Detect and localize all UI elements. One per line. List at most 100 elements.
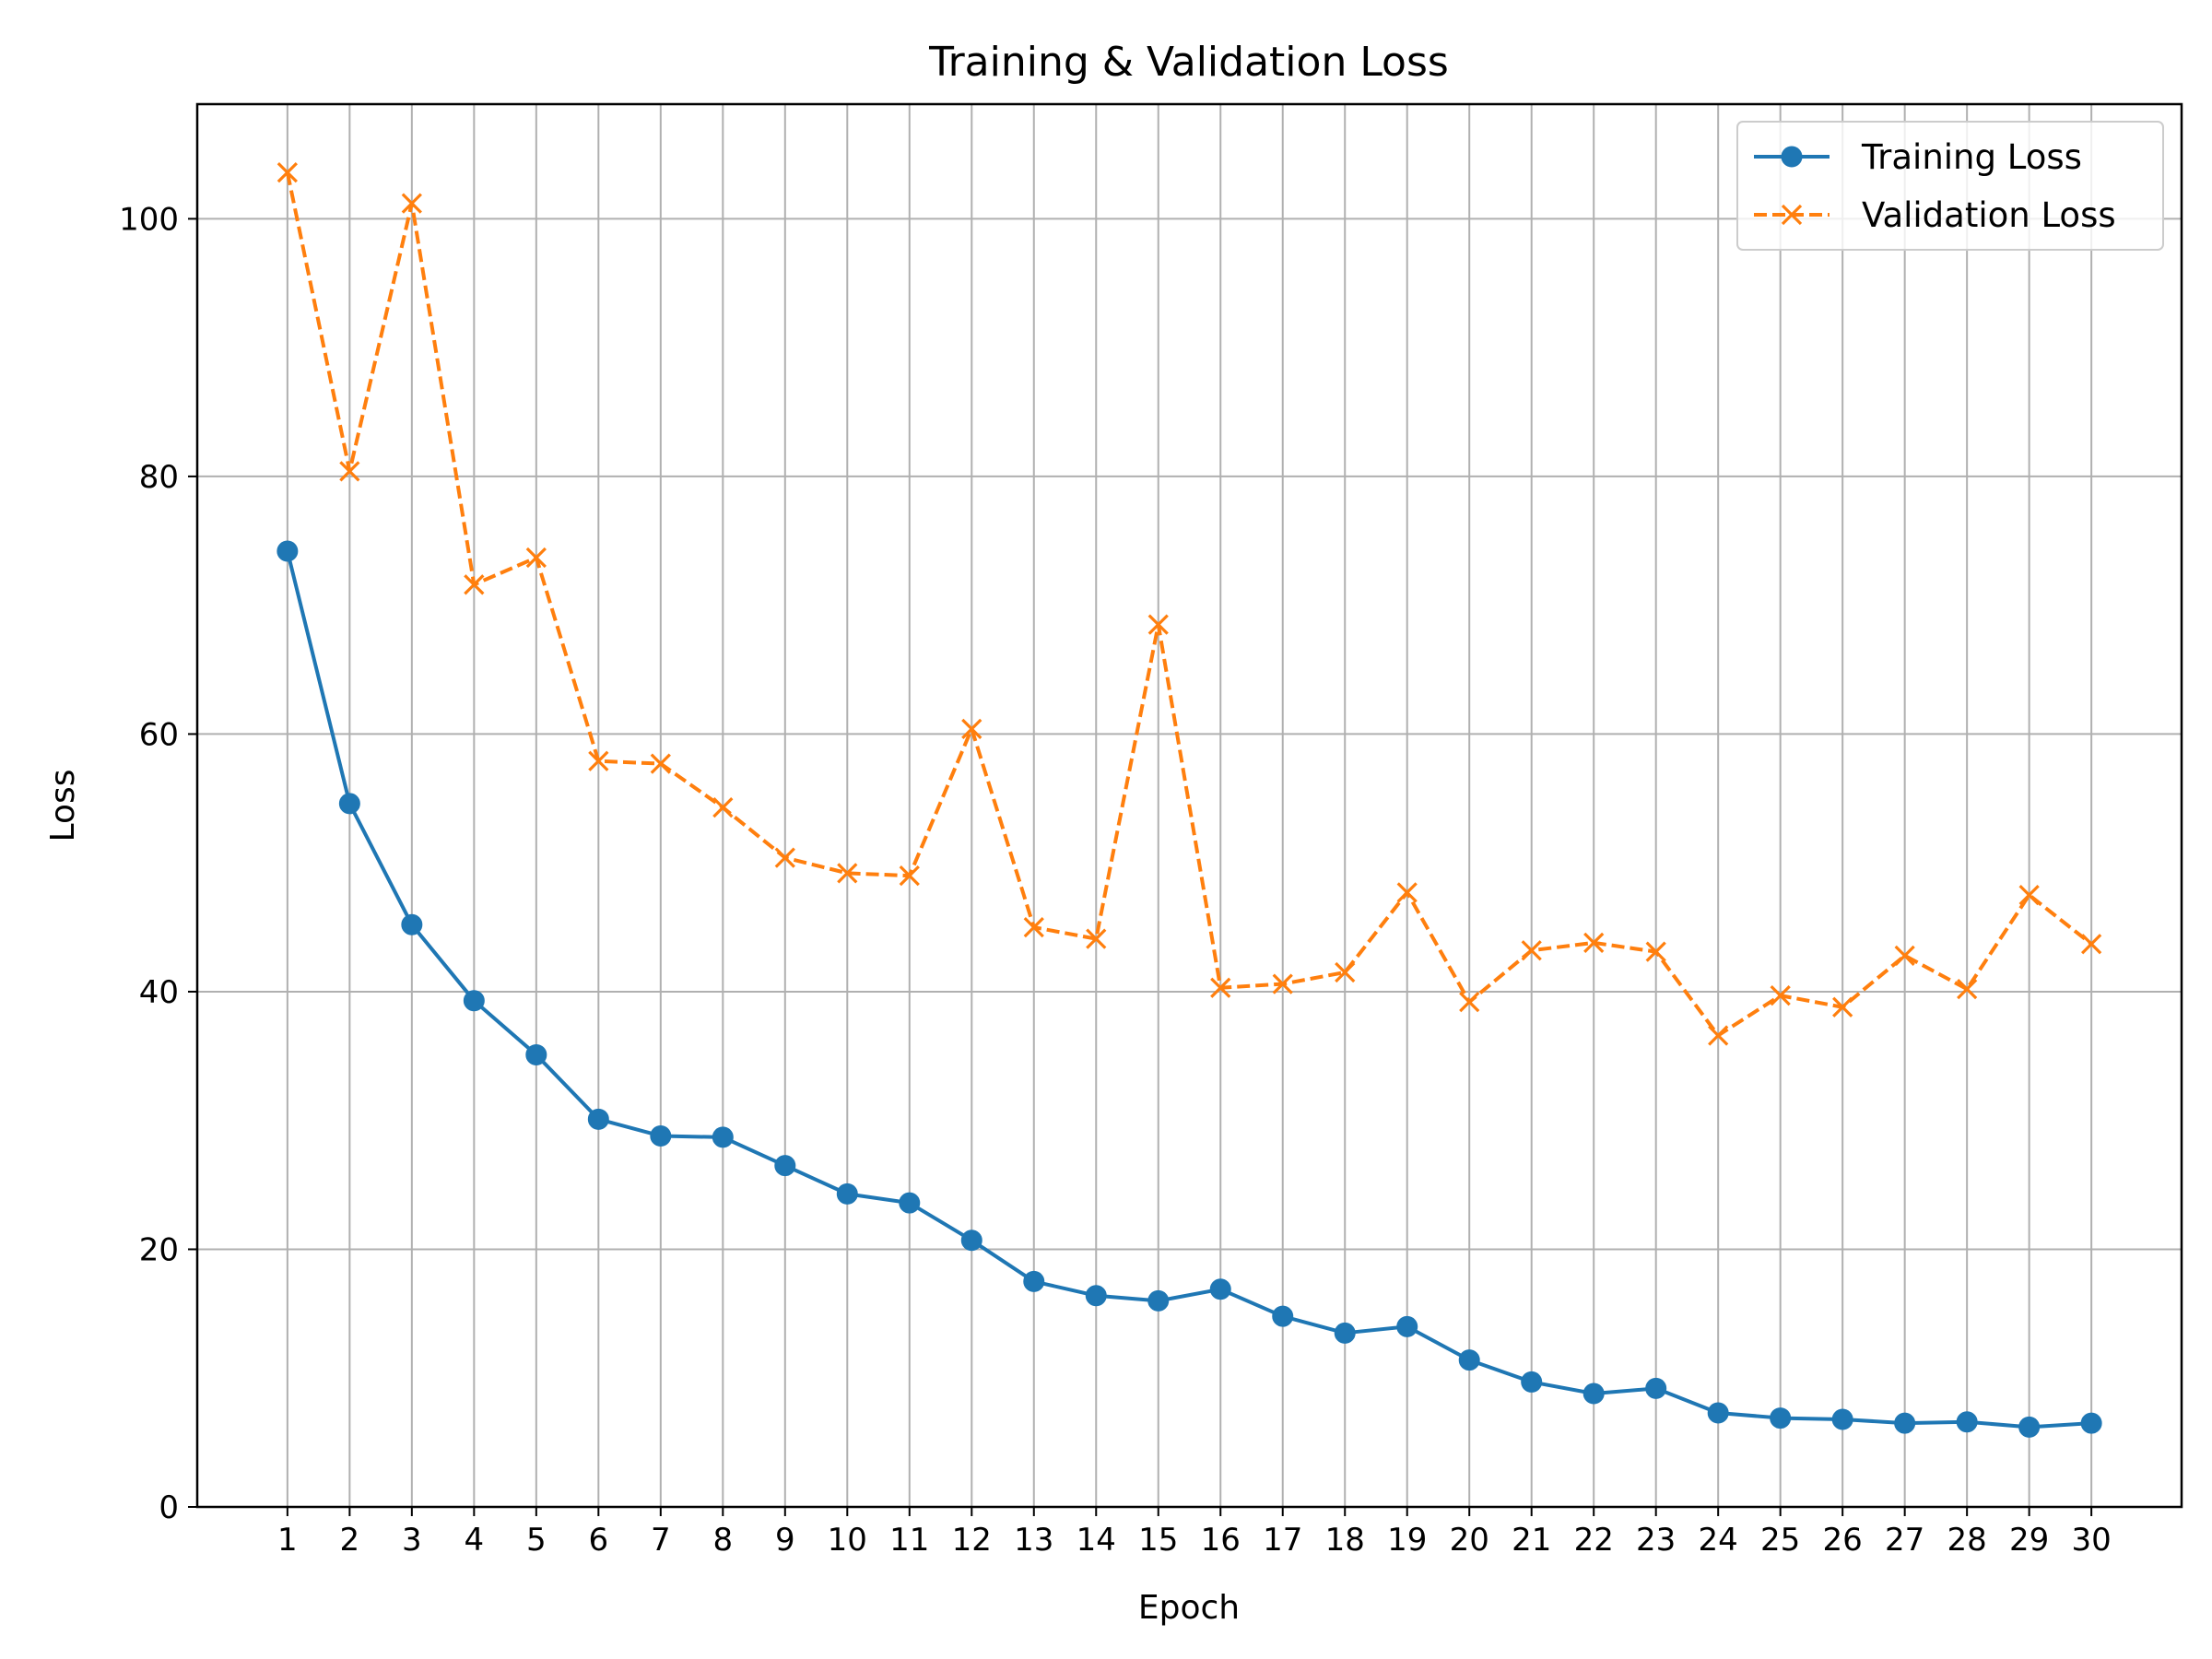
x-tick-label: 6 [589, 1522, 609, 1559]
validation-loss-point [401, 193, 422, 214]
training-loss-point [1521, 1371, 1543, 1393]
validation-loss-point [1086, 928, 1107, 949]
training-loss-point [836, 1182, 858, 1205]
validation-loss-point [276, 161, 298, 183]
x-tick-label: 7 [651, 1522, 671, 1559]
validation-loss-point [1396, 882, 1418, 903]
training-loss-point [1707, 1402, 1729, 1424]
validation-loss-point [650, 753, 671, 774]
validation-loss-point [1957, 979, 1978, 1000]
validation-loss-point [2081, 934, 2102, 955]
x-tick-label: 15 [1138, 1522, 1178, 1559]
y-axis-label: Loss [44, 770, 82, 842]
training-loss-point [1396, 1315, 1418, 1337]
x-tick-label: 30 [2072, 1522, 2112, 1559]
validation-loss-point [1459, 992, 1480, 1013]
x-tick-label: 28 [1947, 1522, 1987, 1559]
training-loss-point [1209, 1278, 1231, 1300]
training-loss-point [1023, 1270, 1045, 1292]
validation-loss-line [285, 171, 2093, 1038]
x-tick-label: 10 [828, 1522, 867, 1559]
validation-loss-point [1894, 945, 1915, 966]
x-tick-label: 21 [1512, 1522, 1551, 1559]
training-loss-point [650, 1124, 672, 1147]
training-loss-point [2080, 1412, 2102, 1434]
x-tick-label: 24 [1699, 1522, 1738, 1559]
legend-label: Validation Loss [1862, 195, 2116, 235]
validation-loss-point [1770, 985, 1791, 1006]
x-tick-label: 22 [1574, 1522, 1614, 1559]
validation-loss-point [2018, 885, 2040, 906]
training-loss-point [276, 540, 299, 562]
training-loss-point [1085, 1285, 1107, 1307]
ticks: 1 2 3 4 5 6 7 8 9 10 11 12 13 14 15 16 17 18 19 20 21 22 23 24 2… [119, 201, 2112, 1559]
x-tick-label: 23 [1636, 1522, 1676, 1559]
x-tick-label: 18 [1325, 1522, 1365, 1559]
x-tick-label: 3 [402, 1522, 422, 1559]
x-tick-label: 20 [1450, 1522, 1489, 1559]
plot-frame [195, 102, 2183, 1509]
y-tick-label: 40 [139, 974, 179, 1011]
validation-loss-point [712, 796, 734, 818]
validation-loss-point [1272, 973, 1293, 994]
validation-loss-point [837, 863, 858, 884]
training-loss-point [1645, 1377, 1667, 1399]
legend-swatch-marker [1781, 146, 1803, 168]
training-loss-point [1583, 1382, 1605, 1405]
validation-loss-point [1832, 996, 1853, 1018]
x-tick-label: 11 [889, 1522, 929, 1559]
legend-box [1736, 121, 2164, 251]
validation-loss-point [1023, 916, 1044, 938]
training-loss-point [1334, 1322, 1356, 1344]
validation-loss-point [899, 865, 920, 887]
x-tick-label: 9 [775, 1522, 795, 1559]
training-loss-point [463, 990, 485, 1012]
training-loss-point [1831, 1408, 1853, 1430]
validation-loss-point [1147, 614, 1169, 635]
validation-loss-point [1583, 932, 1605, 953]
training-loss-point [960, 1230, 982, 1252]
series-layer [276, 161, 2102, 1438]
y-tick-label: 60 [139, 716, 179, 753]
y-tick-label: 0 [159, 1489, 179, 1526]
validation-loss-series [276, 161, 2102, 1046]
validation-loss-point [961, 718, 982, 739]
chart-title: Training & Validation Loss [928, 39, 1449, 86]
y-tick-label: 20 [139, 1231, 179, 1268]
validation-loss-point [588, 750, 609, 771]
training-loss-point [1147, 1289, 1170, 1312]
x-tick-label: 29 [2009, 1522, 2049, 1559]
training-loss-point [338, 793, 360, 815]
x-tick-label: 19 [1387, 1522, 1427, 1559]
training-loss-point [1458, 1349, 1480, 1371]
x-tick-label: 17 [1263, 1522, 1302, 1559]
validation-loss-point [1210, 977, 1231, 998]
training-loss-point [1894, 1412, 1916, 1434]
x-tick-label: 25 [1760, 1522, 1800, 1559]
y-tick-label: 100 [119, 201, 179, 238]
validation-loss-point [1521, 940, 1542, 961]
training-loss-point [1770, 1407, 1792, 1430]
training-loss-point [1956, 1411, 1978, 1433]
x-tick-label: 16 [1201, 1522, 1241, 1559]
training-loss-point [712, 1126, 734, 1148]
validation-loss-point [1645, 941, 1666, 962]
training-loss-point [525, 1043, 547, 1065]
legend-swatch-marker [1781, 204, 1803, 226]
validation-loss-point [774, 847, 795, 868]
training-loss-point [774, 1155, 796, 1177]
training-loss-point [1272, 1305, 1294, 1327]
legend: Training Loss Validation Loss [1736, 121, 2164, 251]
validation-loss-point [339, 461, 360, 482]
y-tick-label: 80 [139, 459, 179, 496]
validation-loss-point [464, 574, 485, 595]
training-loss-series [276, 540, 2102, 1438]
x-tick-label: 5 [526, 1522, 547, 1559]
training-loss-point [401, 913, 423, 935]
x-tick-label: 1 [277, 1522, 298, 1559]
x-tick-label: 4 [465, 1522, 485, 1559]
x-tick-label: 13 [1014, 1522, 1053, 1559]
legend-entry-training-loss: Training Loss [1754, 137, 2082, 177]
validation-loss-point [525, 547, 547, 569]
